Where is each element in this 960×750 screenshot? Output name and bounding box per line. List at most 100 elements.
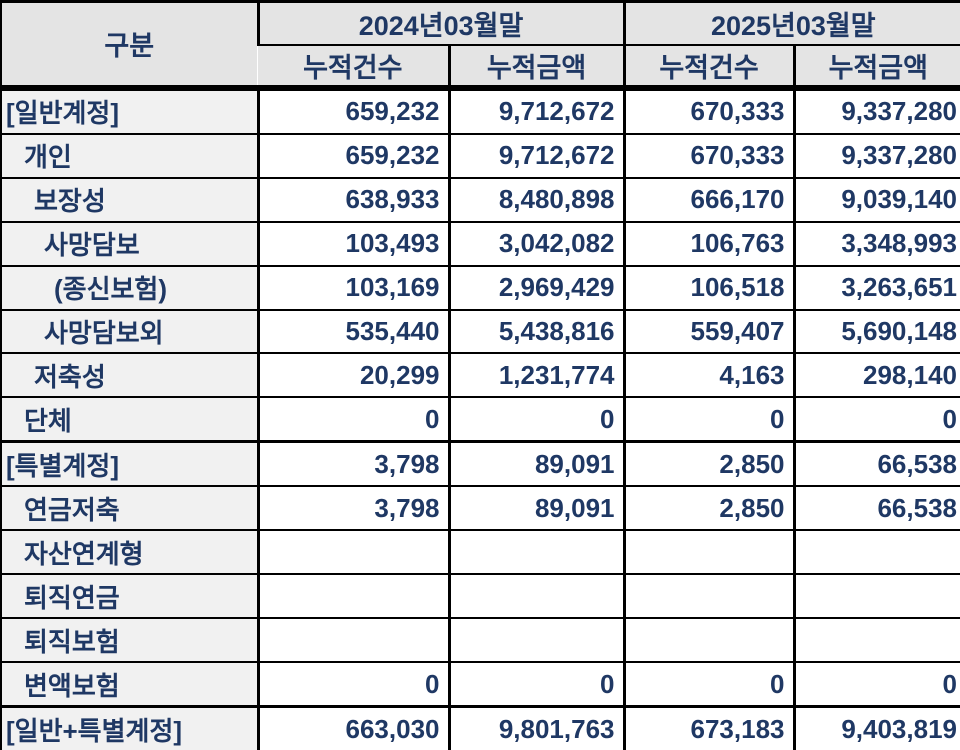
cell-2025-count: 666,170 <box>622 176 794 222</box>
table-row: 사망담보 103,493 3,042,082 106,763 3,348,993 <box>1 220 960 266</box>
cell-2024-amount: 5,438,816 <box>447 308 624 354</box>
cell-2025-count <box>622 573 794 619</box>
cell-2024-amount: 2,969,429 <box>447 264 624 310</box>
table-row: 보장성 638,933 8,480,898 666,170 9,039,140 <box>1 176 960 222</box>
row-label: 사망담보외 <box>1 308 258 354</box>
table-row: 연금저축 3,798 89,091 2,850 66,538 <box>1 485 960 531</box>
table-row: [특별계정] 3,798 89,091 2,850 66,538 <box>1 440 960 487</box>
cell-2025-amount: 3,263,651 <box>792 264 960 310</box>
cell-2024-amount: 3,042,082 <box>447 220 624 266</box>
row-label: 변액보험 <box>1 661 258 707</box>
column-header-2025-count: 누적건수 <box>622 43 794 86</box>
cell-2025-amount: 66,538 <box>792 440 960 487</box>
cell-2024-count: 3,798 <box>256 440 449 487</box>
cell-2024-count: 535,440 <box>256 308 449 354</box>
cell-2025-count <box>622 84 794 90</box>
row-label: 단체 <box>1 396 258 442</box>
column-header-2024-amount: 누적금액 <box>447 43 624 86</box>
row-label: 연금저축 <box>1 485 258 531</box>
table-row: 변액보험 0 0 0 0 <box>1 661 960 707</box>
cell-2025-amount: 9,403,819 <box>792 705 960 750</box>
table-row: [일반+특별계정] 663,030 9,801,763 673,183 9,40… <box>1 705 960 750</box>
cell-2024-count: 0 <box>256 661 449 707</box>
cell-2024-count <box>256 84 449 90</box>
cell-2025-amount: 9,337,280 <box>792 132 960 178</box>
row-label: 보장성 <box>1 176 258 222</box>
cell-2024-amount: 0 <box>447 661 624 707</box>
row-label: 개인 <box>1 132 258 178</box>
cell-2024-amount: 9,801,763 <box>447 705 624 750</box>
row-label: 사망담보 <box>1 220 258 266</box>
column-group-2024: 2024년03월말 <box>256 0 624 45</box>
cell-2025-count: 0 <box>622 396 794 442</box>
cell-2024-count: 103,169 <box>256 264 449 310</box>
column-header-2024-count: 누적건수 <box>258 43 449 86</box>
cell-2024-count: 663,030 <box>256 705 449 750</box>
cell-2025-count <box>622 529 794 575</box>
cell-2025-amount: 5,690,148 <box>792 308 960 354</box>
row-label: 퇴직보험 <box>1 617 258 663</box>
row-label: (종신보험) <box>1 264 258 310</box>
row-label: [일반+특별계정] <box>1 705 258 750</box>
cell-2024-amount: 8,480,898 <box>447 176 624 222</box>
cell-2024-amount <box>447 617 624 663</box>
cell-2024-amount: 89,091 <box>447 485 624 531</box>
cell-2025-count: 2,850 <box>622 440 794 487</box>
row-label: 자산연계형 <box>1 529 258 575</box>
header-sub-row: 누적건수 누적금액 누적건수 누적금액 <box>1 43 960 86</box>
cell-2024-amount: 9,712,672 <box>447 132 624 178</box>
cell-2024-count: 103,493 <box>256 220 449 266</box>
row-label: [특별계정] <box>1 440 258 487</box>
column-header-category: 구분 <box>1 0 258 86</box>
cell-2024-count <box>256 573 449 619</box>
cell-2024-count: 659,232 <box>256 87 449 134</box>
cell-2024-amount <box>447 573 624 619</box>
header-year-row: 구분 2024년03월말 2025년03월말 <box>1 0 960 86</box>
cell-2025-count: 670,333 <box>622 132 794 178</box>
cell-2025-count: 559,407 <box>622 308 794 354</box>
cell-2024-count: 638,933 <box>256 176 449 222</box>
row-label: 퇴직연금 <box>1 573 258 619</box>
cell-2024-count: 659,232 <box>256 132 449 178</box>
cell-2025-count: 106,763 <box>622 220 794 266</box>
table-header: 구분 2024년03월말 2025년03월말 누적건수 누적금액 누적건수 누적… <box>1 0 960 86</box>
cell-2024-count <box>256 529 449 575</box>
table-row: 단체 0 0 0 0 <box>1 396 960 442</box>
cell-2025-amount: 9,337,280 <box>792 87 960 134</box>
column-header-2025-amount: 누적금액 <box>792 43 960 86</box>
cell-2024-amount: 1,231,774 <box>447 352 624 398</box>
cell-2025-count: 670,333 <box>622 87 794 134</box>
cell-2025-amount <box>792 529 960 575</box>
table-row: 사망담보외 535,440 5,438,816 559,407 5,690,14… <box>1 308 960 354</box>
cell-2024-amount <box>447 84 624 90</box>
cell-2025-count: 673,183 <box>622 705 794 750</box>
row-label <box>1 84 258 90</box>
cell-2025-amount: 66,538 <box>792 485 960 531</box>
cell-2025-count: 4,163 <box>622 352 794 398</box>
cell-2025-count: 106,518 <box>622 264 794 310</box>
cell-2025-amount <box>792 84 960 90</box>
cell-2025-amount: 9,039,140 <box>792 176 960 222</box>
row-label: [일반계정] <box>1 87 258 134</box>
cell-2024-count <box>256 617 449 663</box>
table-row: 퇴직보험 <box>1 617 960 663</box>
cell-2025-amount: 3,348,993 <box>792 220 960 266</box>
table-row: 퇴직연금 <box>1 573 960 619</box>
column-group-2025: 2025년03월말 <box>622 0 960 45</box>
cell-2025-amount <box>792 617 960 663</box>
cell-2025-count: 0 <box>622 661 794 707</box>
table-row: (종신보험) 103,169 2,969,429 106,518 3,263,6… <box>1 264 960 310</box>
cell-2024-count: 0 <box>256 396 449 442</box>
cell-2025-amount: 298,140 <box>792 352 960 398</box>
table-row: 저축성 20,299 1,231,774 4,163 298,140 <box>1 352 960 398</box>
table-row <box>1 84 960 90</box>
table-body: [일반계정] 659,232 9,712,672 670,333 9,337,2… <box>1 84 960 750</box>
table-row: 개인 659,232 9,712,672 670,333 9,337,280 <box>1 132 960 178</box>
cell-2024-count: 20,299 <box>256 352 449 398</box>
cell-2024-amount: 9,712,672 <box>447 87 624 134</box>
cell-2024-amount: 0 <box>447 396 624 442</box>
cell-2024-amount: 89,091 <box>447 440 624 487</box>
row-label: 저축성 <box>1 352 258 398</box>
